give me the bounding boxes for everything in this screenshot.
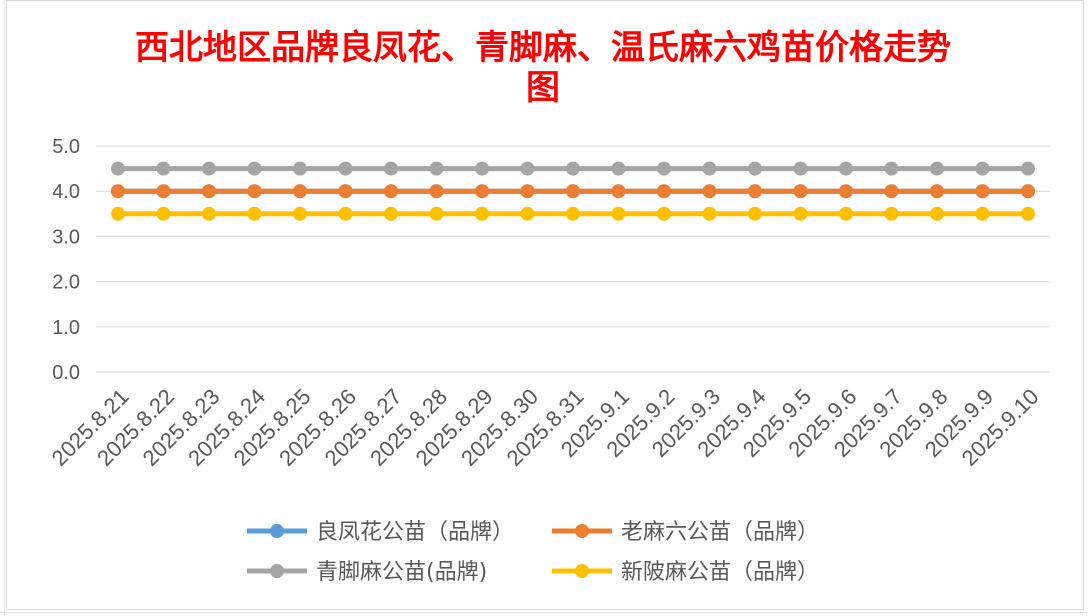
- data-point: [884, 206, 899, 221]
- legend-swatch-marker: [575, 524, 589, 538]
- data-point: [475, 161, 489, 176]
- data-point: [293, 206, 307, 221]
- series-1: [111, 184, 1035, 199]
- data-point: [657, 184, 671, 199]
- data-point: [247, 206, 262, 221]
- legend-label: 新陂麻公苗（品牌）: [621, 560, 819, 585]
- data-point: [702, 161, 717, 176]
- data-point: [748, 184, 762, 199]
- data-point: [293, 161, 307, 176]
- data-point: [111, 161, 125, 176]
- legend-item-0[interactable]: 良凤花公苗（品牌）: [247, 520, 514, 545]
- y-tick-label: 0.0: [52, 362, 80, 384]
- data-point: [657, 161, 671, 176]
- data-point: [930, 161, 944, 176]
- x-axis-labels: 2025.8.212025.8.222025.8.232025.8.242025…: [47, 384, 1044, 471]
- data-point: [975, 184, 990, 199]
- data-point: [1021, 206, 1035, 221]
- data-point: [611, 184, 626, 199]
- data-point: [930, 184, 944, 199]
- data-point: [611, 161, 626, 176]
- data-point: [839, 206, 853, 221]
- data-point: [657, 206, 671, 221]
- data-point: [384, 161, 398, 176]
- series-2: [111, 161, 1035, 176]
- legend-label: 青脚麻公苗(品牌): [316, 560, 487, 585]
- legend-item-2[interactable]: 青脚麻公苗(品牌): [247, 560, 487, 585]
- data-point: [156, 184, 171, 199]
- data-point: [611, 206, 626, 221]
- legend-label: 良凤花公苗（品牌）: [316, 520, 514, 545]
- data-point: [566, 206, 580, 221]
- data-point: [429, 206, 444, 221]
- legend-item-1[interactable]: 老麻六公苗（品牌）: [552, 520, 819, 545]
- data-point: [839, 184, 853, 199]
- data-point: [884, 161, 899, 176]
- y-tick-label: 4.0: [52, 181, 80, 203]
- data-point: [566, 161, 580, 176]
- y-tick-label: 3.0: [52, 226, 80, 248]
- data-point: [338, 161, 353, 176]
- data-point: [247, 184, 262, 199]
- data-point: [338, 206, 353, 221]
- data-point: [293, 184, 307, 199]
- legend: 良凤花公苗（品牌） 老麻六公苗（品牌） 青脚麻公苗(品牌) 新陂麻公苗（品牌）: [247, 520, 819, 585]
- data-point: [793, 206, 808, 221]
- data-point: [748, 206, 762, 221]
- data-point: [1021, 184, 1035, 199]
- data-point: [429, 184, 444, 199]
- data-point: [202, 206, 216, 221]
- data-point: [429, 161, 444, 176]
- sheet-gridline-vertical: [4, 0, 5, 616]
- data-point: [975, 206, 990, 221]
- data-point: [702, 206, 717, 221]
- data-point: [520, 184, 535, 199]
- sheet-gridline-horizontal: [0, 612, 1088, 613]
- data-point: [156, 206, 171, 221]
- data-point: [111, 206, 125, 221]
- chart-title: 西北地区品牌良凤花、青脚麻、温氏麻六鸡苗价格走势图: [135, 28, 951, 108]
- data-point: [156, 161, 171, 176]
- data-point: [475, 184, 489, 199]
- data-point: [202, 184, 216, 199]
- data-point: [793, 184, 808, 199]
- data-point: [202, 161, 216, 176]
- data-point: [384, 206, 398, 221]
- y-tick-label: 1.0: [52, 317, 80, 339]
- data-point: [520, 161, 535, 176]
- series-lines: [111, 161, 1035, 221]
- data-point: [702, 184, 717, 199]
- y-axis-labels: 0.0 1.0 2.0 3.0 4.0 5.0: [52, 136, 80, 384]
- data-point: [384, 184, 398, 199]
- data-point: [520, 206, 535, 221]
- legend-swatch-marker: [575, 564, 589, 578]
- data-point: [930, 206, 944, 221]
- y-tick-label: 2.0: [52, 272, 80, 294]
- data-point: [884, 184, 899, 199]
- legend-item-3[interactable]: 新陂麻公苗（品牌）: [552, 560, 819, 585]
- data-point: [566, 184, 580, 199]
- data-point: [793, 161, 808, 176]
- data-point: [338, 184, 353, 199]
- chart-container[interactable]: [6, 0, 1084, 610]
- legend-label: 老麻六公苗（品牌）: [621, 520, 819, 545]
- data-point: [839, 161, 853, 176]
- series-3: [111, 206, 1035, 221]
- data-point: [111, 184, 125, 199]
- legend-swatch-marker: [270, 524, 284, 538]
- data-point: [975, 161, 990, 176]
- y-tick-label: 5.0: [52, 136, 80, 158]
- data-point: [748, 161, 762, 176]
- data-point: [475, 206, 489, 221]
- data-point: [1021, 161, 1035, 176]
- gridlines: [96, 145, 1050, 373]
- legend-swatch-marker: [270, 564, 284, 578]
- data-point: [247, 161, 262, 176]
